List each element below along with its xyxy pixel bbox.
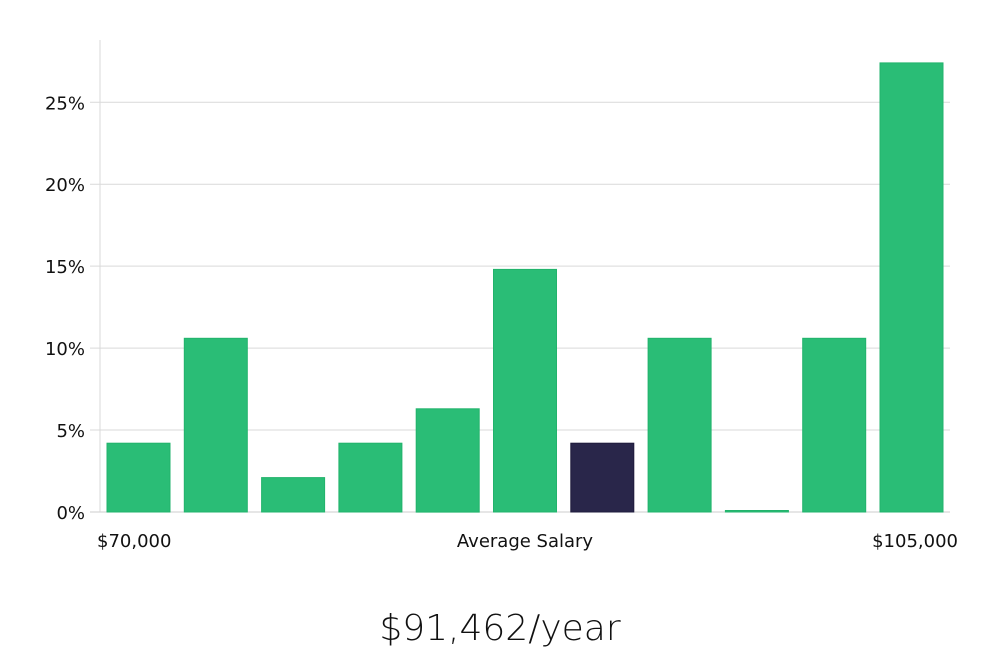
- y-tick-label: 5%: [56, 421, 85, 442]
- bar: [261, 477, 326, 513]
- bar: [879, 62, 944, 513]
- salary-distribution-chart: 0%5%10%15%20%25% $70,000 Average Salary …: [45, 40, 958, 552]
- bar: [647, 337, 712, 513]
- y-tick-label: 15%: [45, 257, 85, 278]
- bar: [802, 337, 867, 513]
- bar-highlighted: [570, 442, 635, 513]
- y-tick-label: 25%: [45, 93, 85, 114]
- bar: [106, 442, 171, 513]
- bar: [724, 510, 789, 513]
- bar: [493, 268, 557, 513]
- bar: [415, 408, 480, 513]
- x-min-label: $70,000: [97, 531, 171, 552]
- y-tick-label: 20%: [45, 175, 85, 196]
- x-axis-title: Average Salary: [457, 531, 594, 552]
- bars: [106, 62, 944, 513]
- bar: [183, 337, 248, 513]
- y-axis-ticks: 0% 5% 10% 15% 20% 25%: [45, 93, 85, 524]
- y-tick-label: 0%: [56, 503, 85, 524]
- x-max-label: $105,000: [872, 531, 958, 552]
- y-tick-label: 10%: [45, 339, 85, 360]
- average-salary-value: $91,462/year: [379, 608, 621, 649]
- bar: [338, 442, 403, 513]
